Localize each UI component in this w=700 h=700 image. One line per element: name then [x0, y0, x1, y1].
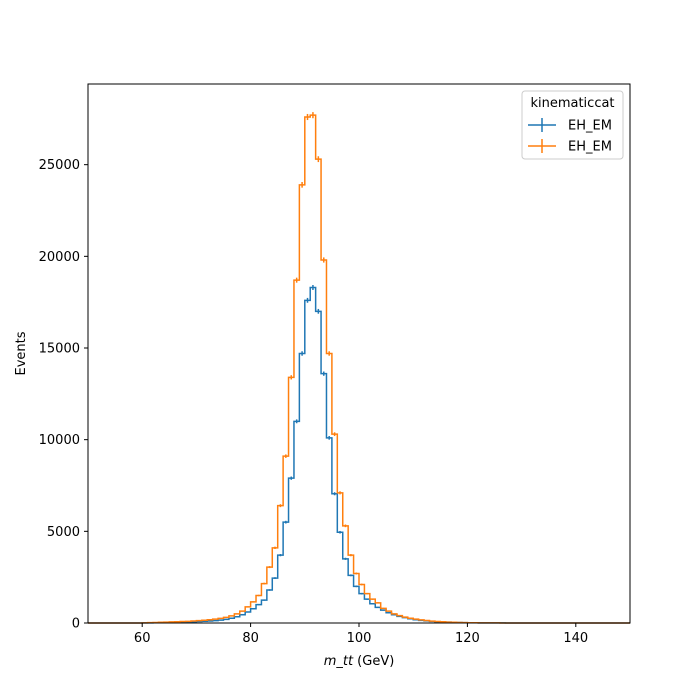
x-tick-label: 120 [455, 631, 480, 646]
x-axis-label-unit: (GeV) [353, 654, 394, 669]
legend-label: EH_EM [568, 119, 612, 134]
legend: kinematiccat EH_EM EH_EM [521, 90, 624, 160]
x-tick-label: 80 [242, 631, 259, 646]
y-tick-label: 15000 [39, 342, 80, 357]
y-tick-label: 0 [72, 617, 80, 632]
x-tick-label: 100 [347, 631, 372, 646]
legend-label: EH_EM [568, 140, 612, 155]
x-axis-label-symbol: m_tt [324, 654, 354, 669]
y-axis: 0 5000 10000 15000 20000 25000 [39, 158, 88, 632]
y-tick-label: 20000 [39, 250, 80, 265]
y-tick-label: 25000 [39, 158, 80, 173]
y-axis-label: Events [14, 331, 29, 375]
legend-frame [521, 90, 624, 160]
legend-entries: EH_EM EH_EM [528, 118, 612, 155]
legend-title: kinematiccat [530, 96, 614, 111]
x-tick-label: 60 [134, 631, 151, 646]
x-axis-label: m_tt (GeV) [324, 654, 395, 669]
y-tick-label: 10000 [39, 433, 80, 448]
legend-entry-1: EH_EM [528, 118, 612, 134]
x-tick-label: 140 [563, 631, 588, 646]
legend-entry-2: EH_EM [528, 139, 612, 155]
y-tick-label: 5000 [47, 525, 80, 540]
x-axis: 60 80 100 120 140 [134, 623, 588, 646]
